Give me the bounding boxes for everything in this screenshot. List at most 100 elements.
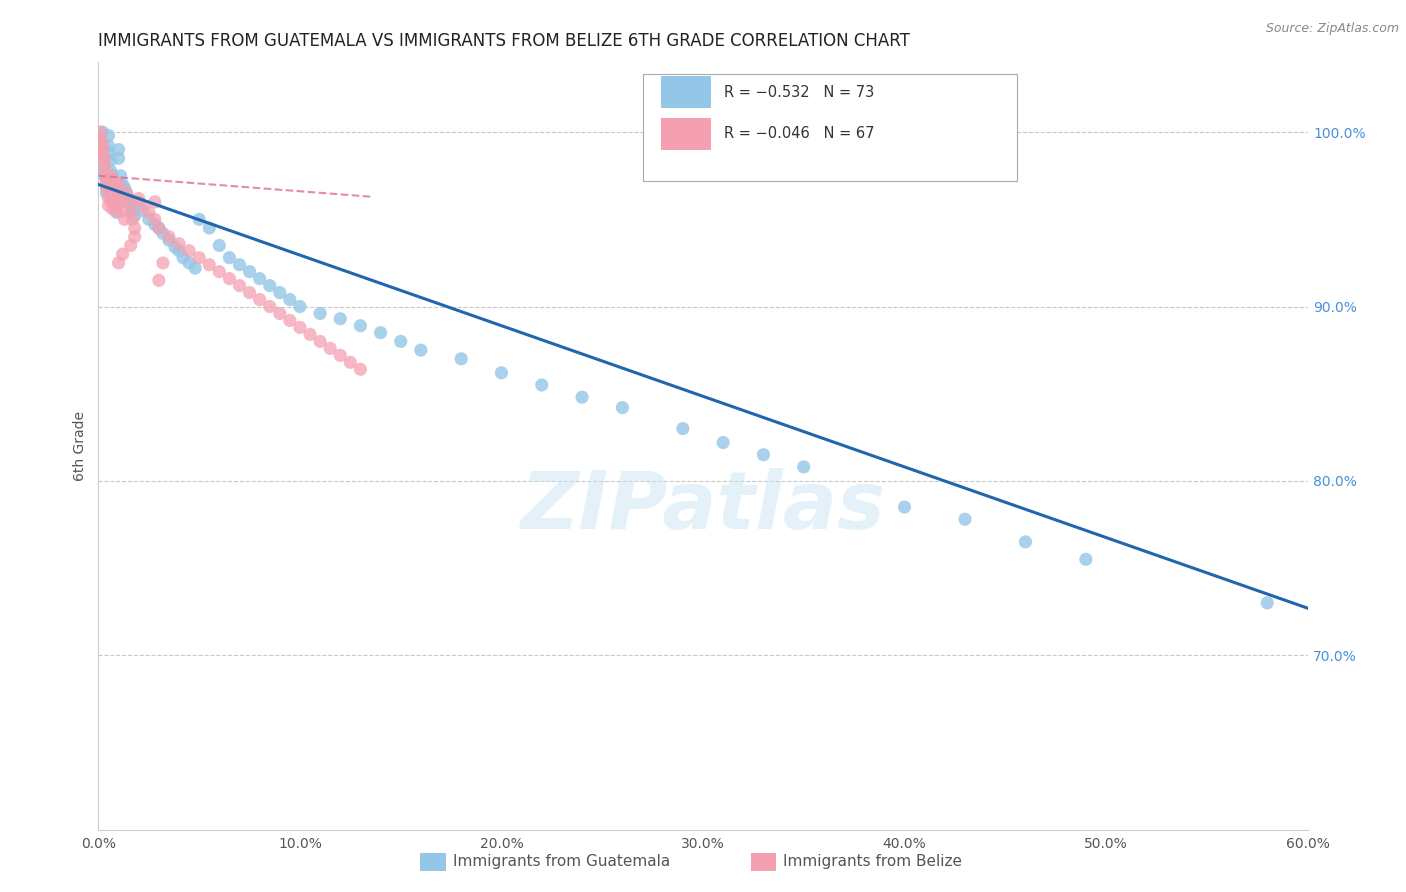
Point (120, 203, 142, 218)
Point (100, 163, 122, 178)
Point (101, 169, 124, 183)
Point (96, 169, 118, 183)
Point (269, 306, 291, 320)
Point (299, 327, 322, 342)
Point (96, 179, 118, 194)
Point (93, 156, 115, 170)
Point (124, 229, 146, 244)
Point (239, 285, 262, 300)
Point (105, 198, 128, 212)
Point (953, 512, 976, 526)
Point (259, 300, 281, 314)
Y-axis label: 6th Grade: 6th Grade (73, 411, 87, 481)
Point (793, 459, 815, 474)
Point (349, 362, 371, 376)
Point (329, 348, 352, 362)
Point (120, 198, 142, 212)
Point (105, 205, 128, 219)
FancyBboxPatch shape (661, 76, 711, 109)
Point (97, 198, 120, 212)
Point (530, 378, 553, 392)
Point (93, 160, 115, 174)
Point (107, 256, 129, 270)
Point (198, 221, 221, 235)
Point (121, 212, 143, 227)
Point (97, 191, 120, 205)
Point (339, 355, 361, 369)
Point (138, 205, 160, 219)
Point (228, 258, 250, 272)
Point (179, 256, 201, 270)
Point (96, 174, 118, 188)
Point (228, 278, 250, 293)
Point (172, 251, 194, 265)
Point (370, 326, 392, 340)
Point (218, 251, 240, 265)
Point (163, 240, 186, 254)
Point (107, 178, 129, 192)
Point (93, 163, 115, 178)
Point (157, 229, 180, 244)
Point (121, 203, 143, 218)
Point (111, 247, 134, 261)
Point (329, 311, 352, 326)
Point (118, 191, 141, 205)
Point (103, 174, 125, 188)
Point (115, 186, 138, 201)
Point (1256, 596, 1278, 610)
Point (124, 221, 146, 235)
Point (1014, 535, 1036, 549)
Point (103, 188, 125, 202)
Point (103, 181, 125, 195)
Point (101, 202, 124, 216)
Point (672, 421, 695, 435)
Point (101, 178, 124, 192)
Point (143, 212, 166, 227)
Point (188, 251, 211, 265)
Point (93, 152, 115, 166)
Point (208, 238, 231, 252)
Point (120, 238, 142, 252)
Point (91, 125, 114, 139)
Point (143, 218, 166, 232)
Point (138, 212, 160, 227)
Point (103, 191, 125, 205)
Point (100, 169, 122, 183)
Point (184, 261, 207, 276)
Point (249, 271, 271, 285)
Point (103, 181, 125, 195)
Point (349, 318, 371, 333)
Text: Immigrants from Belize: Immigrants from Belize (783, 855, 962, 869)
Point (319, 342, 342, 356)
Point (612, 401, 634, 415)
Point (132, 203, 155, 218)
Point (259, 278, 281, 293)
Text: Source: ZipAtlas.com: Source: ZipAtlas.com (1265, 22, 1399, 36)
Point (97, 139, 120, 153)
Point (711, 435, 734, 450)
Point (198, 258, 221, 272)
Point (96, 186, 118, 201)
Point (101, 188, 124, 202)
Point (167, 244, 190, 258)
Point (91, 137, 114, 152)
Point (571, 390, 593, 404)
Point (110, 194, 132, 209)
Point (97, 128, 120, 143)
Point (208, 265, 231, 279)
Point (148, 273, 170, 287)
Text: ZIPatlas: ZIPatlas (520, 468, 886, 547)
Point (239, 265, 262, 279)
Point (143, 194, 166, 209)
Point (1074, 552, 1097, 566)
Point (249, 293, 271, 307)
Point (114, 212, 136, 227)
Point (96, 174, 118, 188)
Point (132, 198, 155, 212)
Point (97, 146, 120, 161)
Point (188, 212, 211, 227)
Text: IMMIGRANTS FROM GUATEMALA VS IMMIGRANTS FROM BELIZE 6TH GRADE CORRELATION CHART: IMMIGRANTS FROM GUATEMALA VS IMMIGRANTS … (98, 32, 910, 50)
Point (91, 146, 114, 161)
Point (450, 351, 472, 366)
Text: R = −0.046   N = 67: R = −0.046 N = 67 (724, 127, 875, 141)
